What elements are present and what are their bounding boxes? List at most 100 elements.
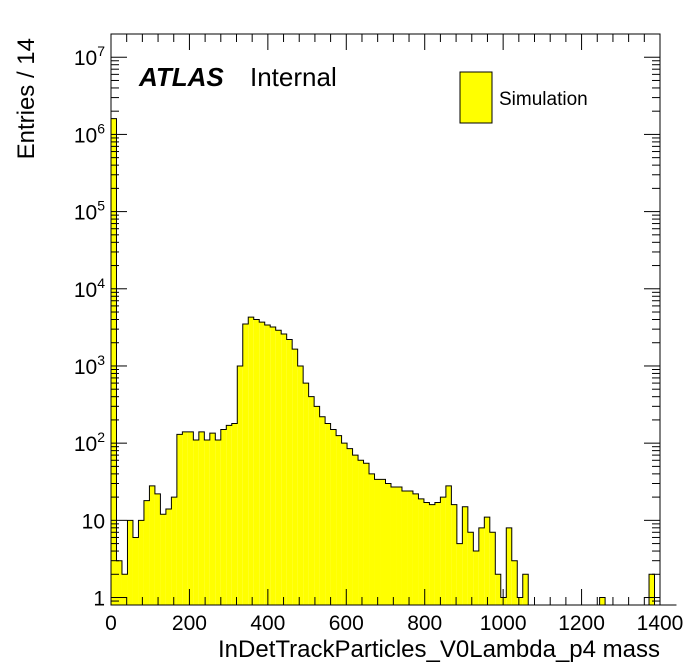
histogram-bin	[649, 574, 655, 605]
histogram-bin	[242, 323, 249, 605]
histogram-bin	[132, 537, 139, 605]
x-tick-label: 1400	[637, 612, 684, 635]
histogram-bin	[484, 517, 490, 605]
histogram-bin	[407, 490, 413, 605]
y-tick-label: 103	[74, 352, 105, 379]
histogram-bin	[489, 532, 496, 605]
histogram-bin	[176, 434, 183, 605]
histogram-bin	[440, 497, 446, 605]
histogram-bin	[330, 429, 337, 605]
histogram-bin	[358, 460, 364, 605]
axes	[110, 33, 661, 606]
histogram-bin	[165, 509, 172, 605]
histogram-bin	[121, 574, 128, 605]
y-tick-label: 104	[74, 275, 105, 302]
histogram-bin	[143, 500, 150, 605]
histogram-bin	[171, 497, 177, 605]
x-tick-labels: 0 200 400 600 800 1000 1200 1400	[105, 612, 683, 635]
y-tick-label: 105	[74, 198, 105, 225]
histogram-bin	[303, 383, 309, 605]
x-axis-label: InDetTrackParticles_V0Lambda_p4 mass	[218, 636, 660, 663]
histogram-bin	[369, 473, 375, 605]
histogram-bin	[506, 527, 512, 605]
histogram-bin	[385, 483, 391, 605]
y-tick-label: 107	[74, 43, 105, 70]
histogram-bin	[253, 319, 260, 605]
histogram-bin	[286, 339, 293, 605]
y-tick-label: 106	[74, 120, 105, 147]
histogram-bin	[209, 433, 216, 605]
histogram-bin	[198, 431, 205, 605]
x-tick-label: 400	[250, 612, 285, 635]
histogram-bin	[275, 330, 282, 605]
histogram-bins	[110, 118, 677, 606]
legend: Simulation	[459, 71, 588, 124]
atlas-label-experiment: ATLAS	[138, 62, 224, 92]
x-tick-label: 0	[105, 612, 117, 635]
histogram-bin	[116, 560, 122, 605]
y-axis-label: Entries / 14	[13, 38, 40, 159]
y-tick-label: 102	[74, 429, 105, 456]
x-tick-label: 600	[329, 612, 364, 635]
histogram-bin	[522, 574, 529, 605]
histogram-bin	[149, 485, 155, 605]
legend-label: Simulation	[499, 89, 588, 110]
histogram-bin	[281, 333, 287, 605]
histogram-bin	[412, 493, 419, 605]
histogram-bin	[401, 490, 408, 605]
histogram-bin	[374, 479, 381, 605]
histogram-bin	[363, 463, 370, 605]
histogram-bin	[314, 406, 320, 605]
x-tick-label: 200	[172, 612, 207, 635]
histogram-bin	[347, 448, 353, 605]
histogram-bin	[259, 322, 265, 605]
histogram-bin	[352, 455, 359, 605]
histogram-bin	[220, 429, 227, 605]
atlas-label-status: Internal	[250, 62, 337, 92]
histogram-bin	[478, 527, 485, 605]
histogram-bin	[319, 416, 326, 605]
histogram-bin	[418, 498, 424, 605]
histogram-bin	[248, 317, 254, 605]
histogram-bin	[138, 520, 144, 605]
histogram-bin	[451, 504, 457, 605]
histogram-bin	[264, 324, 271, 605]
histogram-bin	[462, 506, 468, 605]
histogram-bin	[429, 504, 435, 605]
histogram-bin	[445, 485, 452, 605]
histogram-bin	[380, 479, 386, 605]
atlas-label: ATLAS Internal	[138, 62, 337, 92]
histogram-bin	[127, 520, 133, 605]
histogram-bin	[292, 349, 298, 605]
histogram-bin	[390, 487, 397, 605]
y-tick-labels: 1 10 102 103 104 105 106 107	[74, 43, 105, 610]
histogram-bin	[204, 439, 210, 605]
histogram-bin	[297, 365, 304, 605]
histogram-bin	[325, 423, 331, 605]
histogram-bin	[270, 326, 276, 605]
histogram-bin	[226, 425, 232, 605]
histogram-bin	[336, 435, 342, 605]
histogram-bin	[423, 502, 430, 605]
x-tick-label: 1000	[480, 612, 527, 635]
histogram-bin	[341, 443, 348, 605]
histogram-bin	[237, 365, 243, 605]
histogram-bin	[215, 439, 221, 605]
histogram-bin	[308, 396, 315, 605]
histogram-bin	[396, 487, 402, 605]
histogram-bin	[467, 532, 474, 605]
histogram-bin	[182, 431, 188, 605]
histogram-bin	[187, 431, 194, 605]
histogram-bin	[154, 493, 161, 605]
histogram-bin	[495, 574, 501, 605]
histogram-bin	[517, 597, 523, 605]
x-tick-label: 1200	[558, 612, 605, 635]
histogram-bin	[473, 551, 479, 605]
histogram-bin	[160, 514, 166, 605]
histogram-bin	[511, 560, 518, 605]
histogram-bin	[599, 597, 606, 605]
y-tick-label: 1	[93, 588, 105, 611]
histogram-bin	[456, 543, 463, 605]
histogram-bin	[434, 502, 441, 605]
